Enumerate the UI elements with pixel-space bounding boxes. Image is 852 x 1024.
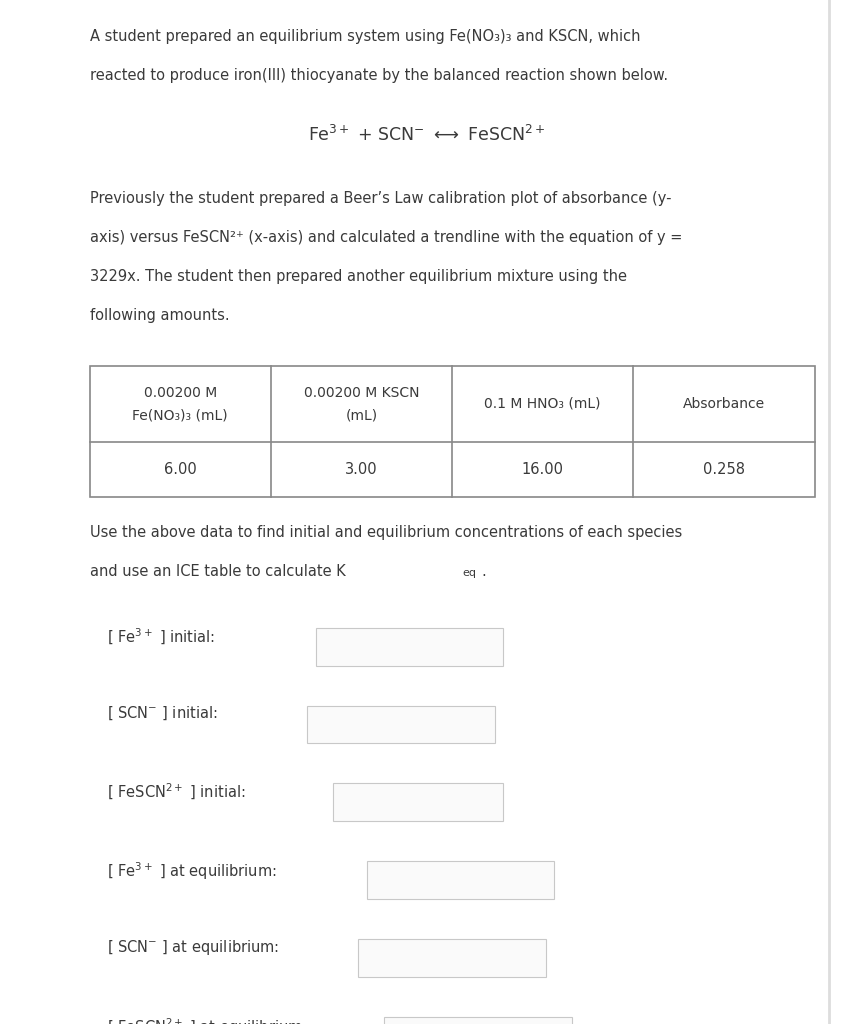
Text: A student prepared an equilibrium system using Fe(NO₃)₃ and KSCN, which: A student prepared an equilibrium system… xyxy=(89,29,639,44)
Text: 6.00: 6.00 xyxy=(164,462,196,477)
Text: eq: eq xyxy=(462,568,475,579)
Text: reacted to produce iron(III) thiocyanate by the balanced reaction shown below.: reacted to produce iron(III) thiocyanate… xyxy=(89,68,667,83)
Text: following amounts.: following amounts. xyxy=(89,308,229,324)
Bar xyxy=(89,366,814,497)
Text: axis) versus FeSCN²⁺ (x-axis) and calculated a trendline with the equation of y : axis) versus FeSCN²⁺ (x-axis) and calcul… xyxy=(89,230,681,246)
Text: [ Fe$^{3+}$ ] at equilibrium:: [ Fe$^{3+}$ ] at equilibrium: xyxy=(106,860,276,882)
Text: [ FeSCN$^{2+}$ ] at equilibrium:: [ FeSCN$^{2+}$ ] at equilibrium: xyxy=(106,1016,306,1024)
Text: 0.1 M HNO₃ (mL): 0.1 M HNO₃ (mL) xyxy=(484,397,601,411)
Text: .: . xyxy=(481,564,486,580)
Bar xyxy=(315,628,503,666)
Text: Fe(NO₃)₃ (mL): Fe(NO₃)₃ (mL) xyxy=(132,409,227,422)
Text: Use the above data to find initial and equilibrium concentrations of each specie: Use the above data to find initial and e… xyxy=(89,525,681,541)
Text: 0.258: 0.258 xyxy=(702,462,744,477)
Bar xyxy=(332,783,503,821)
Text: 3229x. The student then prepared another equilibrium mixture using the: 3229x. The student then prepared another… xyxy=(89,269,626,285)
Text: 3.00: 3.00 xyxy=(345,462,377,477)
Text: 0.00200 M KSCN: 0.00200 M KSCN xyxy=(303,386,418,399)
Text: 16.00: 16.00 xyxy=(521,462,563,477)
Text: [ Fe$^{3+}$ ] initial:: [ Fe$^{3+}$ ] initial: xyxy=(106,627,215,647)
Text: 0.00200 M: 0.00200 M xyxy=(143,386,216,399)
Text: [ SCN$^{-}$ ] at equilibrium:: [ SCN$^{-}$ ] at equilibrium: xyxy=(106,938,279,957)
Text: (mL): (mL) xyxy=(345,409,377,422)
Text: and use an ICE table to calculate K: and use an ICE table to calculate K xyxy=(89,564,345,580)
Text: Previously the student prepared a Beer’s Law calibration plot of absorbance (y-: Previously the student prepared a Beer’s… xyxy=(89,191,671,207)
Text: Absorbance: Absorbance xyxy=(682,397,764,411)
Bar xyxy=(383,1017,571,1024)
Bar xyxy=(307,706,494,743)
Text: [ SCN$^{-}$ ] initial:: [ SCN$^{-}$ ] initial: xyxy=(106,705,216,722)
Bar xyxy=(358,939,545,977)
Bar xyxy=(366,861,554,899)
Text: [ FeSCN$^{2+}$ ] initial:: [ FeSCN$^{2+}$ ] initial: xyxy=(106,782,245,803)
Text: Fe$^{3+}$ + SCN$^{-}$ $\longleftrightarrow$ FeSCN$^{2+}$: Fe$^{3+}$ + SCN$^{-}$ $\longleftrightarr… xyxy=(308,125,544,145)
